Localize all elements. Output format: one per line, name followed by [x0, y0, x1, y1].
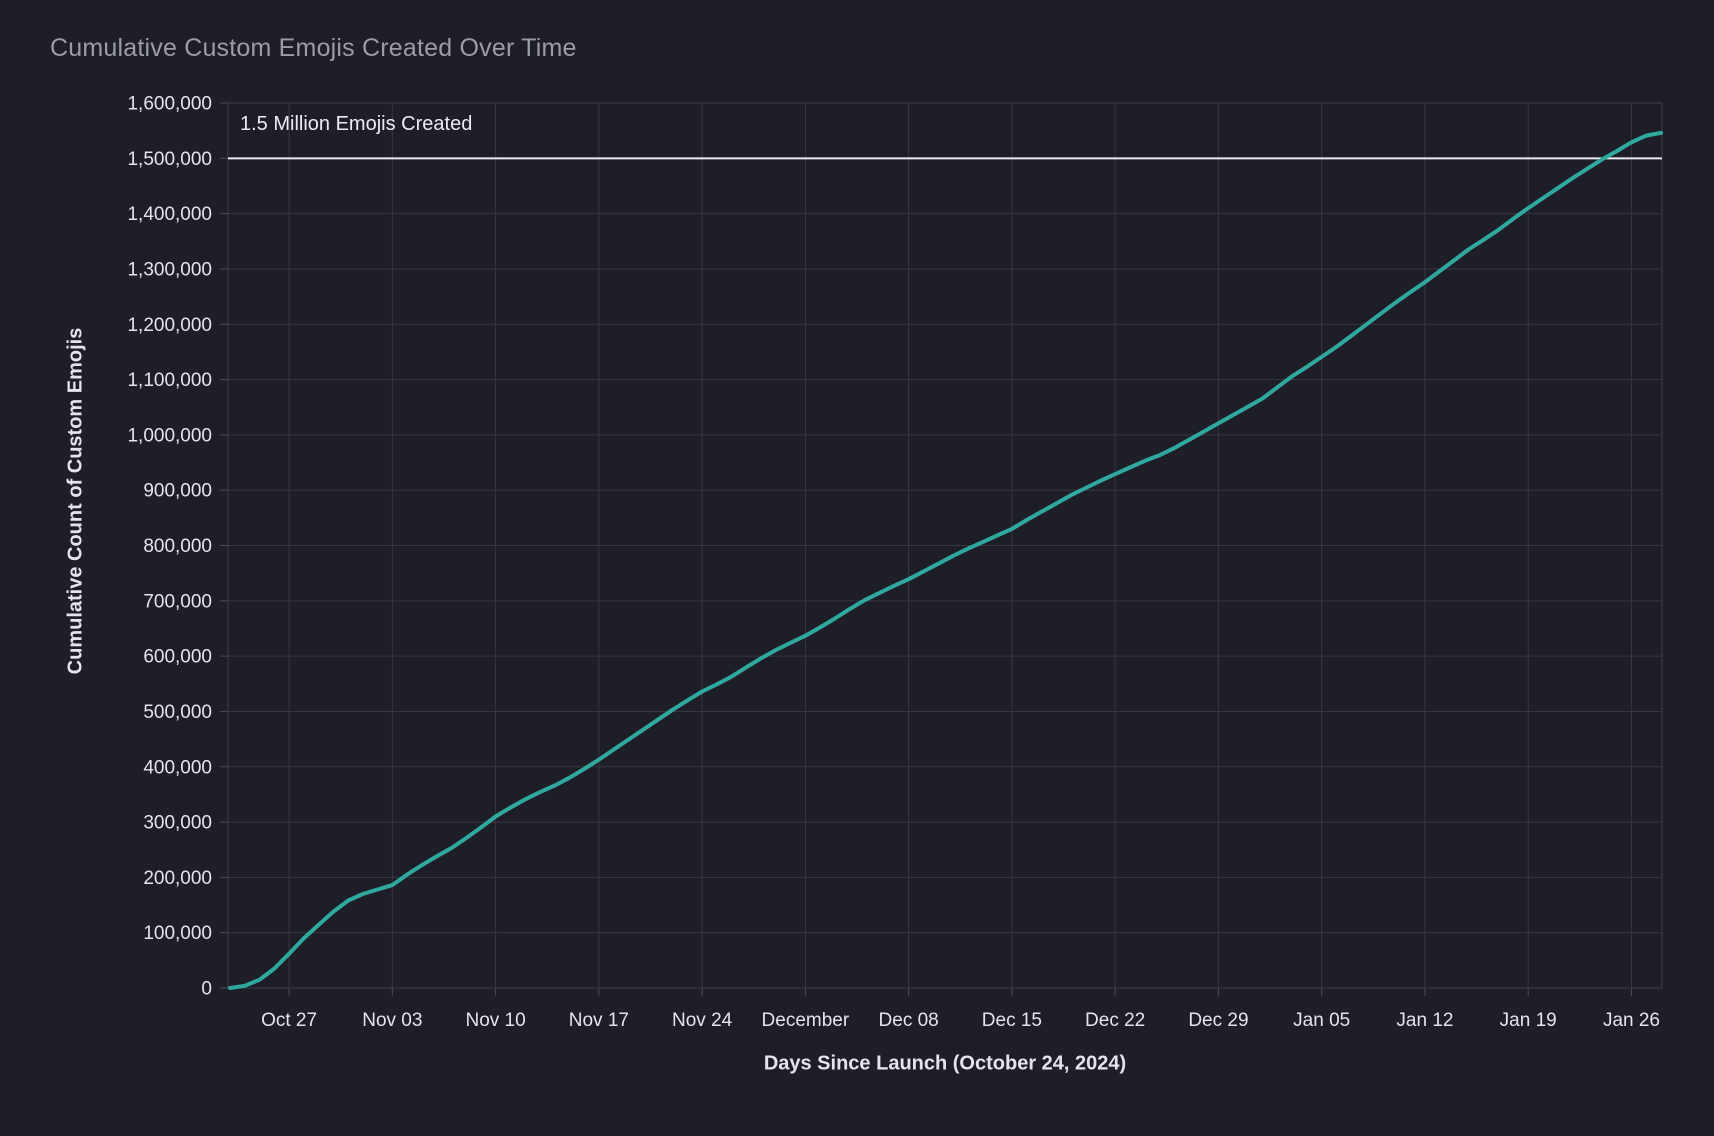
- y-tick-label: 1,600,000: [127, 94, 212, 115]
- y-tick-label: 100,000: [143, 923, 212, 944]
- y-tick-label: 700,000: [143, 591, 212, 612]
- x-tick-label: Jan 12: [1396, 1010, 1453, 1031]
- y-tick-label: 500,000: [143, 702, 212, 723]
- x-tick-label: Nov 03: [362, 1010, 422, 1031]
- x-axis-title: Days Since Launch (October 24, 2024): [763, 1052, 1127, 1075]
- chart-title: Cumulative Custom Emojis Created Over Ti…: [50, 34, 577, 62]
- x-tick-label: Dec 22: [1085, 1010, 1145, 1031]
- x-tick-label: Dec 15: [982, 1010, 1042, 1031]
- x-tick-label: Jan 05: [1293, 1010, 1350, 1031]
- y-axis-title: Cumulative Count of Custom Emojis: [64, 327, 87, 675]
- x-tick-label: Nov 10: [465, 1010, 525, 1031]
- x-tick-label: Nov 24: [672, 1010, 733, 1031]
- y-tick-label: 1,300,000: [127, 259, 212, 280]
- y-tick-label: 1,400,000: [127, 204, 212, 225]
- y-tick-label: 1,200,000: [127, 315, 212, 336]
- reference-line-label: 1.5 Million Emojis Created: [240, 113, 473, 135]
- x-tick-label: Nov 17: [569, 1010, 629, 1031]
- x-tick-label: December: [762, 1010, 850, 1031]
- y-tick-label: 600,000: [143, 647, 212, 668]
- y-tick-label: 1,100,000: [127, 370, 212, 391]
- x-tick-label: Dec 08: [879, 1010, 939, 1031]
- x-tick-label: Jan 19: [1500, 1010, 1557, 1031]
- y-tick-label: 800,000: [143, 536, 212, 557]
- x-tick-label: Dec 29: [1188, 1010, 1248, 1031]
- y-tick-label: 0: [201, 979, 212, 1000]
- y-tick-label: 300,000: [143, 813, 212, 834]
- plot-border: [227, 102, 1663, 989]
- y-tick-label: 1,500,000: [127, 149, 212, 170]
- y-tick-label: 200,000: [143, 868, 212, 889]
- x-tick-label: Jan 26: [1603, 1010, 1660, 1031]
- y-tick-label: 400,000: [143, 757, 212, 778]
- data-line: [228, 130, 1663, 990]
- y-tick-label: 1,000,000: [127, 425, 212, 446]
- y-tick-label: 900,000: [143, 481, 212, 502]
- x-tick-label: Oct 27: [261, 1010, 317, 1031]
